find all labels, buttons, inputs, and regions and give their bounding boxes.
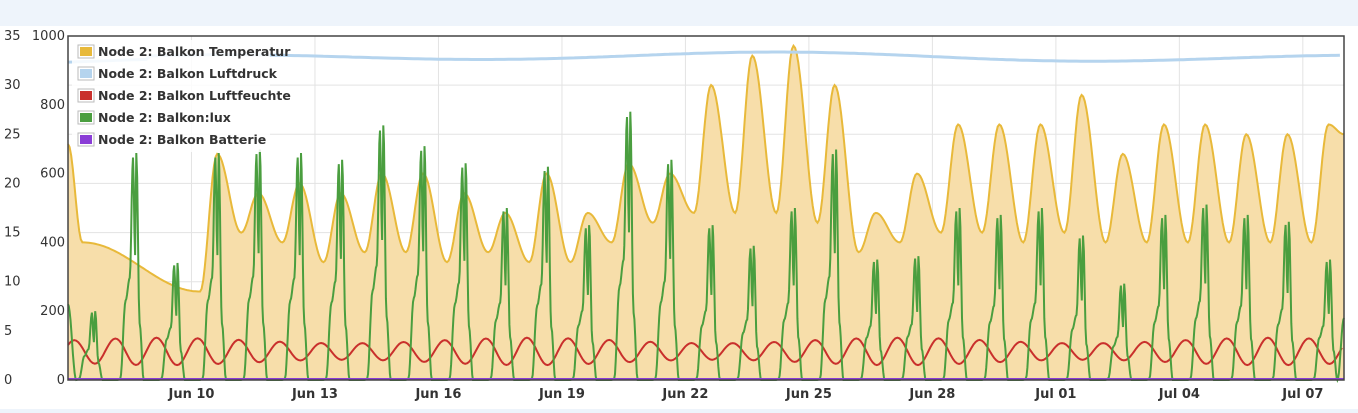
y-left-tick-label: 10 <box>4 275 21 290</box>
y-left-tick-label: 5 <box>4 324 12 339</box>
legend-item[interactable]: Node 2: Balkon Batterie <box>77 132 266 147</box>
axes: 0 5 10 15 20 25 30 35 0 200 400 600 800 1000 Jun 10 Jun… <box>4 29 1323 402</box>
legend-swatch <box>80 69 92 78</box>
y-right-tick-label: 400 <box>40 235 65 250</box>
x-tick-label: Jul 07 <box>1281 387 1323 402</box>
legend-label: Node 2: Balkon:lux <box>98 110 231 125</box>
x-tick-label: Jul 01 <box>1034 387 1076 402</box>
legend-label: Node 2: Balkon Luftfeuchte <box>98 88 291 103</box>
legend-label: Node 2: Balkon Luftdruck <box>98 66 278 81</box>
legend-swatch <box>80 135 92 144</box>
series-temperature-area <box>67 43 1345 381</box>
y-left-tick-label: 35 <box>4 29 21 44</box>
temperature-line <box>67 43 1345 293</box>
y-right-tick-label: 200 <box>40 304 65 319</box>
legend-item[interactable]: Node 2: Balkon Luftdruck <box>77 66 278 81</box>
legend-label: Node 2: Balkon Temperatur <box>98 44 291 59</box>
legend-label: Node 2: Balkon Batterie <box>98 132 266 147</box>
legend-swatch <box>80 47 92 56</box>
legend-swatch <box>80 91 92 100</box>
y-right-tick-label: 800 <box>40 98 65 113</box>
y-right-tick-label: 0 <box>57 373 65 388</box>
temperature-area-fill <box>68 45 1344 381</box>
y-left-tick-label: 25 <box>4 127 21 142</box>
pressure-line <box>67 50 1340 64</box>
y-left-tick-label: 15 <box>4 226 21 241</box>
legend-background <box>72 40 270 152</box>
y-left-tick-label: 30 <box>4 78 21 93</box>
legend-item[interactable]: Node 2: Balkon Temperatur <box>77 44 291 59</box>
x-tick-label: Jun 10 <box>167 387 214 402</box>
y-left-tick-label: 20 <box>4 176 21 191</box>
x-tick-label: Jun 19 <box>538 387 585 402</box>
plot-border <box>67 35 1345 381</box>
humidity-line <box>67 336 1343 367</box>
x-tick-label: Jun 25 <box>785 387 832 402</box>
x-tick-label: Jun 28 <box>908 387 955 402</box>
x-tick-label: Jun 13 <box>291 387 338 402</box>
y-left-tick-label: 0 <box>4 373 12 388</box>
x-tick-label: Jun 16 <box>414 387 461 402</box>
legend-swatch <box>80 113 92 122</box>
legend-item[interactable]: Node 2: Balkon:lux <box>77 110 231 125</box>
plot-frame <box>67 35 1345 381</box>
y-right-tick-label: 1000 <box>32 29 65 44</box>
legend-item[interactable]: Node 2: Balkon Luftfeuchte <box>77 88 291 103</box>
x-tick-label: Jul 04 <box>1158 387 1200 402</box>
legend[interactable]: Node 2: Balkon Temperatur Node 2: Balkon … <box>72 40 291 152</box>
y-right-tick-label: 600 <box>40 167 65 182</box>
x-tick-label: Jun 22 <box>661 387 708 402</box>
